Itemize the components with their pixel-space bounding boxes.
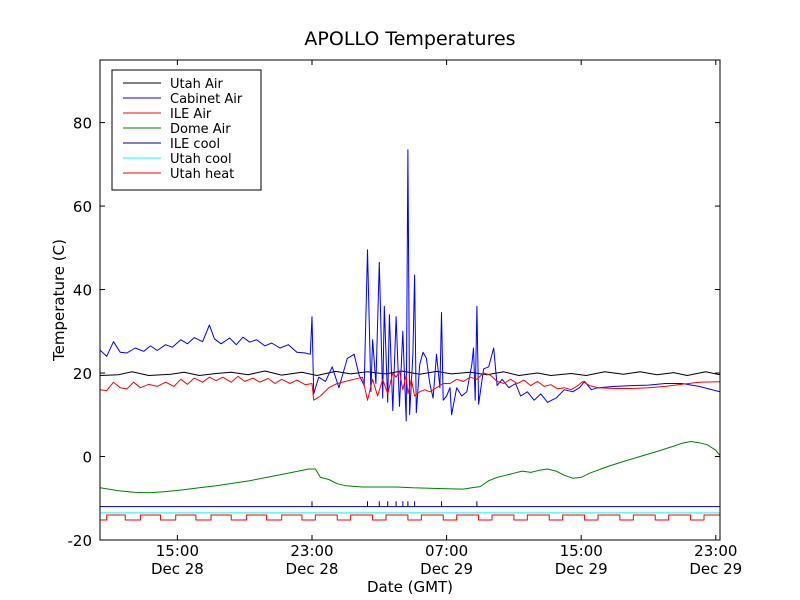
x-tick-label-date: Dec 28 bbox=[151, 560, 204, 578]
x-tick-label-time: 15:00 bbox=[560, 542, 603, 560]
x-tick-label-date: Dec 29 bbox=[420, 560, 473, 578]
series-line-utah-heat bbox=[100, 514, 720, 521]
legend-box bbox=[111, 69, 262, 191]
y-tick-label: 40 bbox=[73, 282, 92, 300]
y-tick-label: 20 bbox=[73, 365, 92, 383]
legend-label: Cabinet Air bbox=[170, 92, 243, 107]
y-tick-label: -20 bbox=[68, 532, 93, 550]
x-tick-label-date: Dec 28 bbox=[286, 560, 339, 578]
series-line-ile-air bbox=[100, 370, 720, 401]
y-tick-label: 0 bbox=[82, 449, 92, 467]
x-tick-label-date: Dec 29 bbox=[555, 560, 608, 578]
legend-label: Utah heat bbox=[170, 167, 234, 182]
chart-title: APOLLO Temperatures bbox=[304, 28, 515, 50]
legend-label: Dome Air bbox=[170, 122, 231, 137]
series-line-utah-air bbox=[100, 370, 720, 376]
plot-frame bbox=[99, 59, 721, 541]
series-line-cabinet-air bbox=[100, 149, 720, 422]
x-tick-label-date: Dec 29 bbox=[689, 560, 742, 578]
y-tick-label: 80 bbox=[73, 115, 92, 133]
x-tick-label-time: 15:00 bbox=[156, 542, 199, 560]
y-tick-label: 60 bbox=[73, 198, 92, 216]
x-tick-label-time: 07:00 bbox=[425, 542, 468, 560]
x-axis-label: Date (GMT) bbox=[367, 578, 453, 596]
legend-label: ILE Air bbox=[170, 107, 212, 122]
series-layer bbox=[100, 149, 720, 521]
legend-label: ILE cool bbox=[170, 137, 220, 152]
x-tick-label-time: 23:00 bbox=[694, 542, 737, 560]
y-axis-label: Temperature (C) bbox=[50, 239, 68, 362]
legend-label: Utah Air bbox=[170, 77, 223, 92]
x-tick-label-time: 23:00 bbox=[290, 542, 333, 560]
legend-label: Utah cool bbox=[170, 152, 232, 167]
series-line-dome-air bbox=[100, 441, 720, 494]
series-line-ile-cool bbox=[100, 501, 720, 508]
